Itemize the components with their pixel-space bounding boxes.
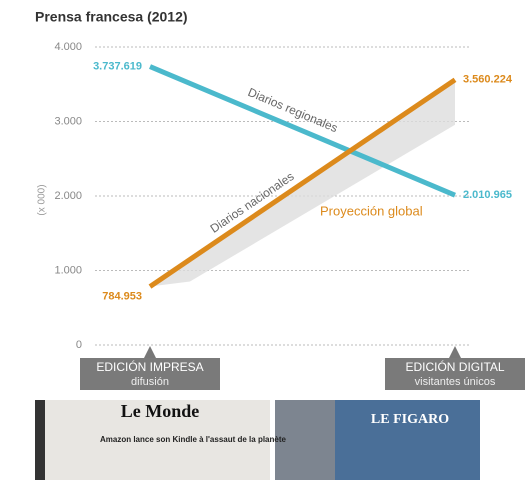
x-tick-label: EDICIÓN IMPRESA — [96, 359, 203, 374]
data-label: 784.953 — [102, 290, 142, 302]
x-tick-sublabel: visitantes únicos — [415, 376, 496, 388]
data-label: 3.737.619 — [93, 60, 142, 72]
photo-strip: Le Monde Amazon lance son Kindle à l'ass… — [35, 400, 480, 480]
annotation: Proyección global — [320, 203, 423, 218]
photo-text: Le Monde — [121, 401, 200, 421]
photo-text: Amazon lance son Kindle à l'assaut de la… — [100, 435, 287, 444]
category-pointer — [449, 346, 461, 358]
y-tick-label: 3.000 — [54, 115, 82, 127]
chart: Prensa francesa (2012) (x 000) 0 1.000 2.0… — [0, 0, 526, 499]
data-label: 3.560.224 — [463, 74, 513, 86]
y-tick-label: 2.000 — [54, 190, 82, 202]
category-pointer — [144, 346, 156, 358]
photo-edge — [35, 400, 45, 480]
y-tick-label: 0 — [76, 339, 82, 351]
x-tick-sublabel: difusión — [131, 376, 169, 388]
y-tick-label: 1.000 — [54, 264, 82, 276]
photo-text: LE FIGARO — [371, 412, 449, 427]
x-tick-label: EDICIÓN DIGITAL — [405, 359, 504, 374]
data-label: 2.010.965 — [463, 189, 512, 201]
y-tick-label: 4.000 — [54, 41, 82, 53]
y-axis-label: (x 000) — [37, 184, 48, 215]
chart-title: Prensa francesa (2012) — [35, 9, 188, 25]
